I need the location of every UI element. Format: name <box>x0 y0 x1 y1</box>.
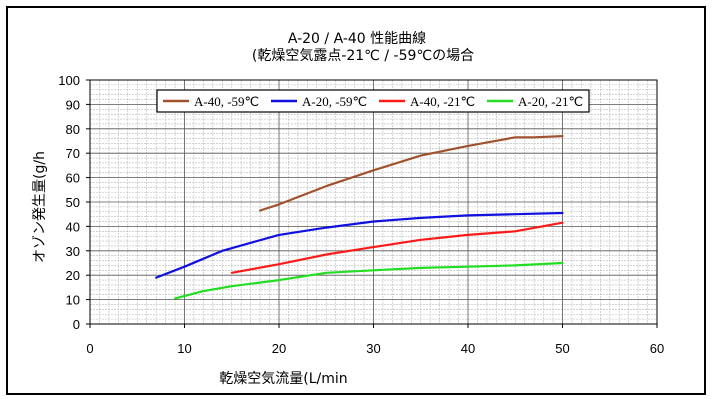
x-tick-label: 20 <box>272 341 286 356</box>
y-tick-label: 70 <box>66 146 80 161</box>
series-line-1 <box>259 135 564 212</box>
y-tick-label: 90 <box>66 97 80 112</box>
series-line-4 <box>174 261 564 300</box>
series-line-3 <box>230 221 564 274</box>
x-tick-label: 50 <box>555 341 569 356</box>
y-tick-label: 40 <box>66 219 80 234</box>
y-tick-label: 80 <box>66 122 80 137</box>
legend-label: A-20, -59℃ <box>302 94 367 109</box>
x-tick-label: 60 <box>650 341 664 356</box>
x-tick-label: 30 <box>366 341 380 356</box>
y-tick-label: 100 <box>58 73 80 88</box>
x-axis-title: 乾燥空気流量(L/min <box>219 371 347 387</box>
y-tick-label: 30 <box>66 244 80 259</box>
y-tick-label: 20 <box>66 268 80 283</box>
series-line-2 <box>155 211 564 279</box>
y-tick-label: 10 <box>66 293 80 308</box>
x-tick-label: 40 <box>461 341 475 356</box>
x-tick-label: 10 <box>177 341 191 356</box>
chart-title: A-20 / A-40 性能曲線 <box>287 31 427 47</box>
legend-label: A-40, -21℃ <box>410 94 475 109</box>
legend-box <box>156 89 590 113</box>
x-tick-label: 0 <box>86 341 93 356</box>
y-tick-label: 0 <box>73 317 80 332</box>
legend-label: A-20, -21℃ <box>518 94 583 109</box>
chart-subtitle: (乾燥空気露点-21℃ / -59℃の場合 <box>251 48 475 64</box>
y-axis-title: オゾン発生量(g/h <box>32 151 48 263</box>
y-tick-label: 50 <box>66 195 80 210</box>
y-tick-label: 60 <box>66 171 80 186</box>
legend-label: A-40, -59℃ <box>194 94 259 109</box>
